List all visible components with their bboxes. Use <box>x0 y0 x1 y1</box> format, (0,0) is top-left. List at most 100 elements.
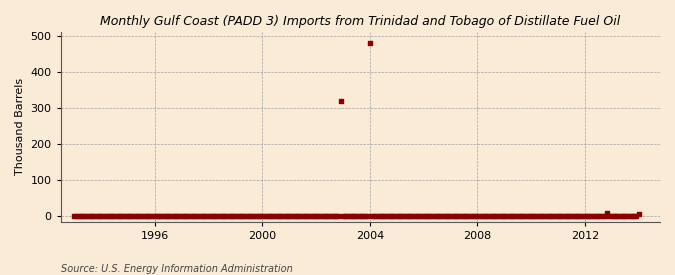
Point <box>302 214 313 219</box>
Point <box>492 214 503 219</box>
Point <box>548 214 559 219</box>
Point <box>362 214 373 219</box>
Point <box>319 214 330 219</box>
Point <box>559 214 570 219</box>
Point <box>497 214 508 219</box>
Point <box>358 214 369 219</box>
Point <box>436 214 447 219</box>
Point <box>340 214 350 219</box>
Point <box>568 214 579 219</box>
Point <box>418 214 429 219</box>
Point <box>252 214 263 219</box>
Point <box>227 214 238 219</box>
Point <box>633 212 644 217</box>
Point <box>84 214 95 219</box>
Point <box>295 214 306 219</box>
Point <box>103 214 113 219</box>
Point <box>107 214 117 219</box>
Point <box>306 214 317 219</box>
Point <box>429 214 440 219</box>
Point <box>300 214 310 219</box>
Point <box>394 214 404 219</box>
Point <box>591 214 601 219</box>
Point <box>277 214 288 219</box>
Point <box>346 214 357 219</box>
Point <box>425 214 435 219</box>
Point <box>293 214 304 219</box>
Point <box>584 214 595 219</box>
Point <box>244 214 254 219</box>
Point <box>483 214 494 219</box>
Point <box>463 214 474 219</box>
Point <box>310 214 321 219</box>
Point <box>250 214 261 219</box>
Point <box>514 214 525 219</box>
Point <box>396 214 406 219</box>
Point <box>434 214 445 219</box>
Point <box>535 214 545 219</box>
Point <box>203 214 214 219</box>
Point <box>423 214 433 219</box>
Point <box>533 214 543 219</box>
Point <box>237 214 248 219</box>
Point <box>89 214 100 219</box>
Point <box>215 214 225 219</box>
Point <box>315 214 326 219</box>
Point <box>288 214 299 219</box>
Point <box>205 214 216 219</box>
Point <box>181 214 192 219</box>
Point <box>134 214 144 219</box>
Point <box>389 214 400 219</box>
Point <box>351 214 362 219</box>
Point <box>414 214 425 219</box>
Point <box>448 214 458 219</box>
Point <box>595 214 606 219</box>
Point <box>190 214 200 219</box>
Point <box>601 211 612 216</box>
Point <box>409 214 420 219</box>
Point <box>308 214 319 219</box>
Point <box>317 214 328 219</box>
Point <box>246 214 256 219</box>
Point <box>176 214 187 219</box>
Point <box>279 214 290 219</box>
Point <box>212 214 223 219</box>
Point <box>219 214 230 219</box>
Point <box>201 214 212 219</box>
Point <box>400 214 411 219</box>
Point <box>618 214 628 219</box>
Point <box>335 98 346 103</box>
Point <box>331 214 342 219</box>
Point <box>178 214 189 219</box>
Point <box>210 214 221 219</box>
Point <box>217 214 227 219</box>
Point <box>259 214 270 219</box>
Point <box>232 214 243 219</box>
Point <box>270 214 281 219</box>
Point <box>599 214 610 219</box>
Point <box>523 214 534 219</box>
Point <box>506 214 516 219</box>
Point <box>167 214 178 219</box>
Point <box>185 214 196 219</box>
Point <box>145 214 156 219</box>
Point <box>171 214 182 219</box>
Point <box>445 214 456 219</box>
Point <box>530 214 541 219</box>
Point <box>147 214 158 219</box>
Point <box>349 214 360 219</box>
Point <box>360 214 371 219</box>
Point <box>93 214 104 219</box>
Point <box>248 214 259 219</box>
Point <box>516 214 527 219</box>
Title: Monthly Gulf Coast (PADD 3) Imports from Trinidad and Tobago of Distillate Fuel : Monthly Gulf Coast (PADD 3) Imports from… <box>100 15 620 28</box>
Point <box>192 214 202 219</box>
Point <box>100 214 111 219</box>
Point <box>154 214 165 219</box>
Point <box>98 214 109 219</box>
Text: Source: U.S. Energy Information Administration: Source: U.S. Energy Information Administ… <box>61 264 292 274</box>
Point <box>472 214 483 219</box>
Point <box>479 214 489 219</box>
Point <box>333 214 344 219</box>
Point <box>626 214 637 219</box>
